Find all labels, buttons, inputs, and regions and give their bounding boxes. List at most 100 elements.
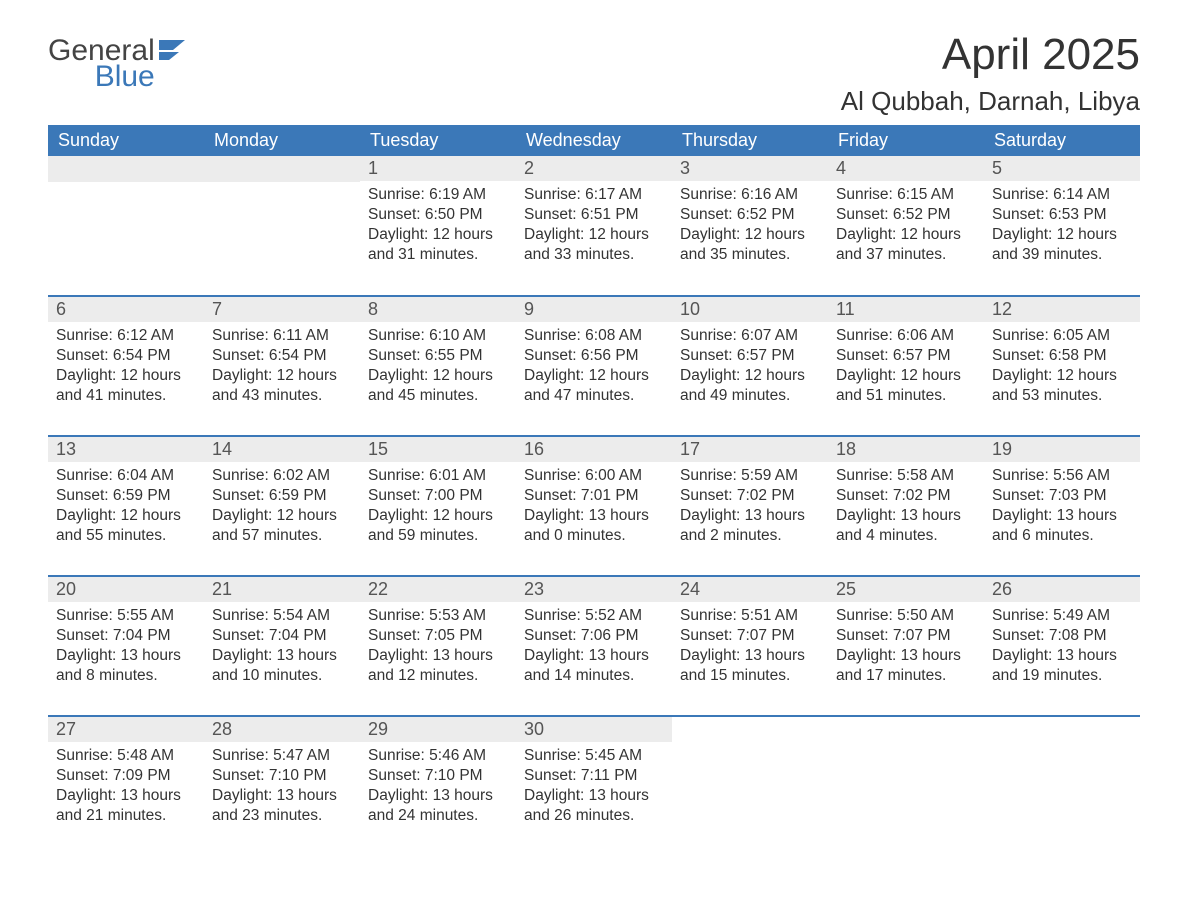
day-line-sr: Sunrise: 6:01 AM bbox=[368, 466, 508, 486]
day-data: Sunrise: 5:47 AMSunset: 7:10 PMDaylight:… bbox=[204, 742, 360, 835]
day-number: 29 bbox=[360, 717, 516, 742]
calendar-day-cell: 15Sunrise: 6:01 AMSunset: 7:00 PMDayligh… bbox=[360, 436, 516, 576]
day-data: Sunrise: 6:16 AMSunset: 6:52 PMDaylight:… bbox=[672, 181, 828, 274]
day-data: Sunrise: 6:08 AMSunset: 6:56 PMDaylight:… bbox=[516, 322, 672, 415]
calendar-week-row: 6Sunrise: 6:12 AMSunset: 6:54 PMDaylight… bbox=[48, 296, 1140, 436]
day-line-ss: Sunset: 7:02 PM bbox=[836, 486, 976, 506]
calendar-day-cell: 1Sunrise: 6:19 AMSunset: 6:50 PMDaylight… bbox=[360, 156, 516, 296]
day-line-sr: Sunrise: 5:46 AM bbox=[368, 746, 508, 766]
day-line-d2: and 10 minutes. bbox=[212, 666, 352, 686]
day-line-sr: Sunrise: 5:47 AM bbox=[212, 746, 352, 766]
day-line-d2: and 12 minutes. bbox=[368, 666, 508, 686]
calendar-week-row: 20Sunrise: 5:55 AMSunset: 7:04 PMDayligh… bbox=[48, 576, 1140, 716]
day-line-d1: Daylight: 13 hours bbox=[368, 646, 508, 666]
day-line-d1: Daylight: 12 hours bbox=[368, 366, 508, 386]
day-line-ss: Sunset: 6:55 PM bbox=[368, 346, 508, 366]
day-data: Sunrise: 5:50 AMSunset: 7:07 PMDaylight:… bbox=[828, 602, 984, 695]
calendar-day-cell: 4Sunrise: 6:15 AMSunset: 6:52 PMDaylight… bbox=[828, 156, 984, 296]
day-line-ss: Sunset: 7:02 PM bbox=[680, 486, 820, 506]
day-line-d1: Daylight: 13 hours bbox=[212, 646, 352, 666]
day-number: 13 bbox=[48, 437, 204, 462]
day-number: 20 bbox=[48, 577, 204, 602]
day-line-d1: Daylight: 12 hours bbox=[212, 366, 352, 386]
day-line-d1: Daylight: 12 hours bbox=[56, 366, 196, 386]
day-line-ss: Sunset: 6:54 PM bbox=[212, 346, 352, 366]
day-line-d1: Daylight: 13 hours bbox=[992, 506, 1132, 526]
day-line-sr: Sunrise: 6:06 AM bbox=[836, 326, 976, 346]
calendar-day-cell bbox=[204, 156, 360, 296]
day-line-ss: Sunset: 7:08 PM bbox=[992, 626, 1132, 646]
title-block: April 2025 Al Qubbah, Darnah, Libya bbox=[841, 30, 1140, 117]
day-line-sr: Sunrise: 6:17 AM bbox=[524, 185, 664, 205]
day-line-ss: Sunset: 7:00 PM bbox=[368, 486, 508, 506]
calendar-day-cell: 8Sunrise: 6:10 AMSunset: 6:55 PMDaylight… bbox=[360, 296, 516, 436]
day-line-sr: Sunrise: 5:45 AM bbox=[524, 746, 664, 766]
day-line-d2: and 4 minutes. bbox=[836, 526, 976, 546]
day-line-d1: Daylight: 12 hours bbox=[56, 506, 196, 526]
day-line-d1: Daylight: 13 hours bbox=[680, 646, 820, 666]
calendar-week-row: 1Sunrise: 6:19 AMSunset: 6:50 PMDaylight… bbox=[48, 156, 1140, 296]
day-line-d2: and 23 minutes. bbox=[212, 806, 352, 826]
day-data: Sunrise: 6:10 AMSunset: 6:55 PMDaylight:… bbox=[360, 322, 516, 415]
calendar-day-cell: 18Sunrise: 5:58 AMSunset: 7:02 PMDayligh… bbox=[828, 436, 984, 576]
day-line-d1: Daylight: 13 hours bbox=[524, 506, 664, 526]
logo: General Blue bbox=[48, 30, 191, 92]
day-line-ss: Sunset: 7:07 PM bbox=[836, 626, 976, 646]
day-line-d2: and 24 minutes. bbox=[368, 806, 508, 826]
day-line-sr: Sunrise: 6:08 AM bbox=[524, 326, 664, 346]
day-data: Sunrise: 6:01 AMSunset: 7:00 PMDaylight:… bbox=[360, 462, 516, 555]
day-line-sr: Sunrise: 6:05 AM bbox=[992, 326, 1132, 346]
day-line-d1: Daylight: 12 hours bbox=[368, 225, 508, 245]
calendar-day-cell: 7Sunrise: 6:11 AMSunset: 6:54 PMDaylight… bbox=[204, 296, 360, 436]
location-label: Al Qubbah, Darnah, Libya bbox=[841, 86, 1140, 117]
day-data: Sunrise: 5:56 AMSunset: 7:03 PMDaylight:… bbox=[984, 462, 1140, 555]
day-line-d2: and 6 minutes. bbox=[992, 526, 1132, 546]
calendar-day-cell: 26Sunrise: 5:49 AMSunset: 7:08 PMDayligh… bbox=[984, 576, 1140, 716]
day-data: Sunrise: 5:53 AMSunset: 7:05 PMDaylight:… bbox=[360, 602, 516, 695]
weekday-header: Saturday bbox=[984, 125, 1140, 156]
day-line-d2: and 8 minutes. bbox=[56, 666, 196, 686]
calendar-day-cell: 11Sunrise: 6:06 AMSunset: 6:57 PMDayligh… bbox=[828, 296, 984, 436]
day-line-ss: Sunset: 7:01 PM bbox=[524, 486, 664, 506]
day-line-ss: Sunset: 6:51 PM bbox=[524, 205, 664, 225]
day-line-d1: Daylight: 12 hours bbox=[992, 225, 1132, 245]
day-data: Sunrise: 5:51 AMSunset: 7:07 PMDaylight:… bbox=[672, 602, 828, 695]
day-line-d2: and 0 minutes. bbox=[524, 526, 664, 546]
day-data: Sunrise: 6:14 AMSunset: 6:53 PMDaylight:… bbox=[984, 181, 1140, 274]
day-number: 17 bbox=[672, 437, 828, 462]
day-number: 11 bbox=[828, 297, 984, 322]
day-line-ss: Sunset: 6:57 PM bbox=[836, 346, 976, 366]
day-line-d1: Daylight: 12 hours bbox=[368, 506, 508, 526]
day-line-d2: and 41 minutes. bbox=[56, 386, 196, 406]
day-number: 24 bbox=[672, 577, 828, 602]
day-line-d1: Daylight: 13 hours bbox=[992, 646, 1132, 666]
day-line-d1: Daylight: 12 hours bbox=[680, 366, 820, 386]
day-line-sr: Sunrise: 6:11 AM bbox=[212, 326, 352, 346]
day-line-sr: Sunrise: 5:53 AM bbox=[368, 606, 508, 626]
day-number: 25 bbox=[828, 577, 984, 602]
day-number: 8 bbox=[360, 297, 516, 322]
day-line-sr: Sunrise: 6:02 AM bbox=[212, 466, 352, 486]
weekday-header: Thursday bbox=[672, 125, 828, 156]
day-line-d2: and 31 minutes. bbox=[368, 245, 508, 265]
day-data: Sunrise: 6:05 AMSunset: 6:58 PMDaylight:… bbox=[984, 322, 1140, 415]
day-number: 12 bbox=[984, 297, 1140, 322]
calendar-week-row: 13Sunrise: 6:04 AMSunset: 6:59 PMDayligh… bbox=[48, 436, 1140, 576]
day-line-sr: Sunrise: 5:54 AM bbox=[212, 606, 352, 626]
day-number: 3 bbox=[672, 156, 828, 181]
day-line-d1: Daylight: 13 hours bbox=[524, 786, 664, 806]
day-line-ss: Sunset: 6:54 PM bbox=[56, 346, 196, 366]
day-number: 5 bbox=[984, 156, 1140, 181]
calendar-day-cell: 29Sunrise: 5:46 AMSunset: 7:10 PMDayligh… bbox=[360, 716, 516, 856]
day-data: Sunrise: 6:15 AMSunset: 6:52 PMDaylight:… bbox=[828, 181, 984, 274]
day-line-ss: Sunset: 7:05 PM bbox=[368, 626, 508, 646]
day-line-sr: Sunrise: 5:58 AM bbox=[836, 466, 976, 486]
calendar-day-cell: 27Sunrise: 5:48 AMSunset: 7:09 PMDayligh… bbox=[48, 716, 204, 856]
day-line-d1: Daylight: 12 hours bbox=[992, 366, 1132, 386]
day-data: Sunrise: 6:17 AMSunset: 6:51 PMDaylight:… bbox=[516, 181, 672, 274]
day-data: Sunrise: 6:04 AMSunset: 6:59 PMDaylight:… bbox=[48, 462, 204, 555]
logo-text: General Blue bbox=[48, 36, 155, 92]
day-line-ss: Sunset: 7:10 PM bbox=[212, 766, 352, 786]
day-number: 30 bbox=[516, 717, 672, 742]
calendar-day-cell: 28Sunrise: 5:47 AMSunset: 7:10 PMDayligh… bbox=[204, 716, 360, 856]
